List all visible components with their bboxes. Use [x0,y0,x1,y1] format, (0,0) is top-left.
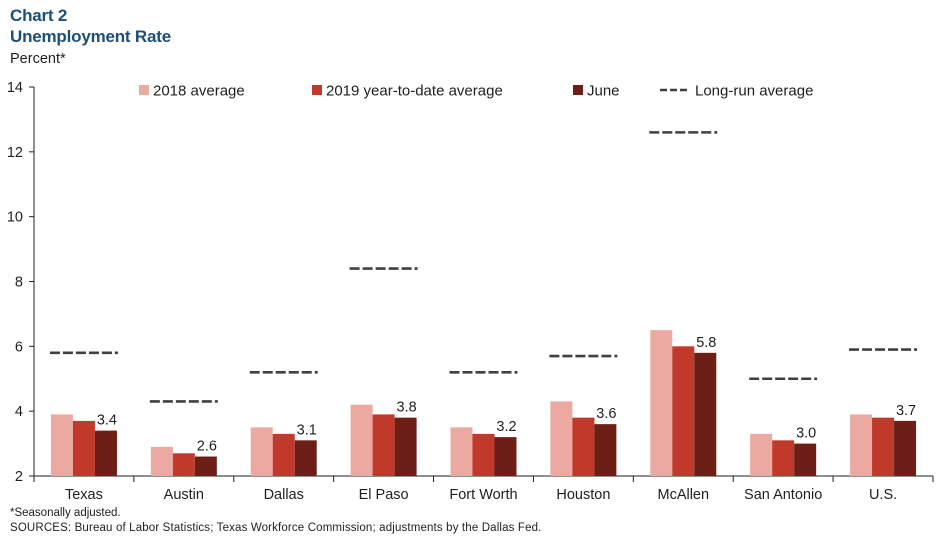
chart-header: Chart 2 Unemployment Rate [10,5,171,47]
bar-ytd-2019 [772,440,795,476]
legend-2018-average-label: 2018 average [153,83,245,100]
y-tick-label: 8 [15,275,23,291]
bar-june [594,424,617,476]
data-label: 3.4 [97,413,117,429]
bar-ytd-2019 [472,433,495,476]
legend-june-label: June [587,83,620,100]
bar-june [694,352,717,476]
x-category-label: Fort Worth [449,487,517,503]
x-category-label: Texas [65,487,103,503]
bar-avg-2018 [450,427,473,476]
bar-june [294,440,317,476]
y-tick-label: 2 [15,469,23,485]
bar-ytd-2019 [272,433,295,476]
bar-ytd-2019 [572,417,595,476]
bar-ytd-2019 [672,346,695,476]
y-axis-label: Percent* [10,51,66,67]
x-category-label: El Paso [359,487,409,503]
legend-2019-ytd-average-swatch [312,85,322,95]
bar-june [194,456,217,476]
bar-avg-2018 [50,414,73,476]
y-tick-label: 6 [15,339,23,355]
data-label: 3.0 [796,426,816,442]
chart-subtitle: Unemployment Rate [10,27,171,46]
bar-avg-2018 [650,330,673,476]
x-category-label: McAllen [657,487,709,503]
bar-june [394,417,417,476]
legend-2019-ytd-average-label: 2019 year-to-date average [326,83,503,100]
bar-avg-2018 [250,427,273,476]
bar-ytd-2019 [72,420,95,476]
bar-june [894,420,917,476]
legend-june-swatch [573,85,583,95]
bar-ytd-2019 [872,417,895,476]
footnote-seasonal: *Seasonally adjusted. [10,507,121,519]
y-tick-label: 12 [7,145,23,161]
bar-june [794,443,817,476]
x-category-label: Houston [556,487,610,503]
chart-title: Chart 2 [10,6,68,25]
bar-june [494,437,517,476]
bar-ytd-2019 [172,453,195,476]
legend-long-run-average-label: Long-run average [695,83,813,100]
data-label: 3.7 [896,403,916,419]
bar-june [94,430,117,476]
footnote-sources: SOURCES: Bureau of Labor Statistics; Tex… [10,522,542,534]
y-tick-label: 10 [7,210,23,226]
bar-avg-2018 [750,433,773,476]
data-label: 5.8 [696,335,716,351]
x-category-label: U.S. [869,487,897,503]
data-label: 2.6 [197,439,217,455]
x-category-label: Austin [164,487,204,503]
y-tick-label: 4 [15,404,23,420]
bar-avg-2018 [550,401,573,476]
y-tick-label: 14 [7,80,23,96]
bar-ytd-2019 [372,414,395,476]
data-label: 3.1 [297,422,317,438]
data-label: 3.6 [596,406,616,422]
x-category-label: San Antonio [744,487,822,503]
legend-2018-average-swatch [139,85,149,95]
bar-avg-2018 [850,414,873,476]
data-label: 3.2 [496,419,516,435]
bar-avg-2018 [150,446,173,476]
x-category-label: Dallas [264,487,304,503]
bar-avg-2018 [350,404,373,476]
data-label: 3.8 [397,400,417,416]
